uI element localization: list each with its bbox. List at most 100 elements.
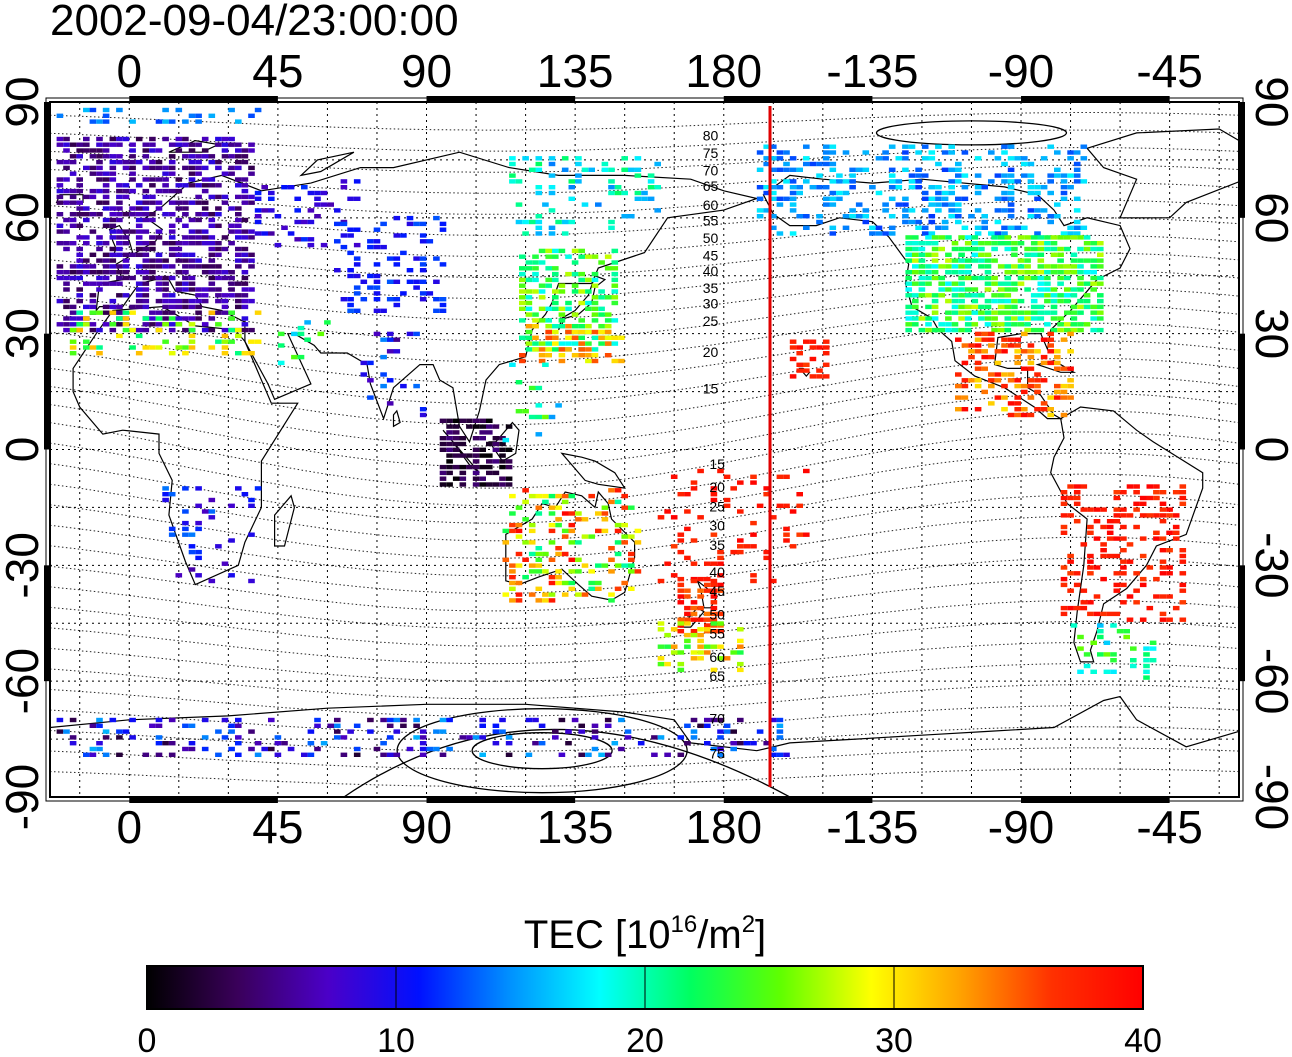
tec-point bbox=[109, 717, 117, 723]
tec-point bbox=[776, 723, 784, 728]
tec-point bbox=[535, 493, 543, 499]
tec-point bbox=[241, 229, 249, 234]
tec-point bbox=[76, 252, 83, 257]
tec-point bbox=[697, 594, 704, 599]
tec-point bbox=[1057, 235, 1064, 240]
tec-point bbox=[654, 185, 661, 190]
tec-point bbox=[598, 312, 605, 317]
tec-point bbox=[532, 266, 539, 271]
tec-point bbox=[1001, 208, 1008, 213]
tec-point bbox=[525, 752, 533, 757]
tec-point bbox=[548, 190, 556, 196]
tec-point bbox=[783, 526, 790, 532]
top-longitude-label: 45 bbox=[252, 45, 303, 97]
tec-point bbox=[1054, 389, 1061, 395]
tec-point bbox=[400, 723, 407, 728]
tec-point bbox=[1064, 287, 1071, 292]
tec-point bbox=[235, 298, 242, 304]
contour-label: 45 bbox=[709, 583, 725, 599]
tec-point bbox=[941, 219, 949, 225]
tec-point bbox=[188, 148, 196, 153]
tec-point bbox=[102, 241, 110, 246]
tec-point bbox=[1067, 378, 1074, 383]
tec-point bbox=[215, 246, 222, 252]
tec-point bbox=[822, 161, 830, 167]
tec-point bbox=[122, 183, 130, 188]
tec-point bbox=[548, 540, 556, 545]
tec-point bbox=[386, 297, 394, 302]
tec-point bbox=[611, 248, 619, 254]
tec-point bbox=[215, 264, 222, 269]
tec-point bbox=[869, 231, 876, 236]
tec-point bbox=[182, 252, 189, 257]
tec-point bbox=[499, 729, 506, 734]
tec-point bbox=[168, 717, 176, 723]
tec-point bbox=[598, 324, 605, 329]
tec-point bbox=[317, 331, 325, 337]
tec-point bbox=[386, 349, 394, 354]
tec-point bbox=[1027, 214, 1035, 219]
tec-point bbox=[1044, 287, 1051, 292]
tec-point bbox=[515, 534, 523, 539]
tec-point bbox=[221, 136, 229, 142]
tec-point bbox=[664, 752, 671, 757]
tec-point bbox=[499, 441, 506, 447]
tec-point bbox=[525, 312, 533, 317]
tec-point bbox=[618, 335, 625, 340]
tec-point bbox=[1037, 246, 1045, 252]
tec-point bbox=[515, 592, 523, 597]
tec-point bbox=[129, 119, 136, 124]
tec-point bbox=[532, 312, 539, 317]
tec-point bbox=[704, 623, 711, 628]
tec-point bbox=[591, 723, 599, 728]
tec-point bbox=[555, 219, 562, 225]
contour-line bbox=[50, 621, 1239, 665]
tec-point bbox=[142, 200, 150, 205]
tec-point bbox=[135, 212, 143, 217]
tec-point bbox=[1097, 281, 1104, 286]
tec-point bbox=[710, 532, 718, 537]
tec-point bbox=[1097, 298, 1104, 304]
tec-point bbox=[83, 136, 90, 142]
tec-point bbox=[545, 254, 552, 259]
tec-point bbox=[413, 717, 420, 723]
tec-point bbox=[102, 752, 110, 757]
tec-point bbox=[208, 217, 216, 223]
tec-point bbox=[380, 372, 387, 377]
tec-point bbox=[135, 304, 143, 310]
tec-point bbox=[545, 324, 552, 329]
tec-point bbox=[96, 275, 103, 281]
tec-point bbox=[215, 339, 222, 344]
contour-line bbox=[50, 375, 1239, 447]
tec-point bbox=[888, 185, 896, 190]
tec-point bbox=[1120, 490, 1127, 495]
tec-point bbox=[525, 277, 533, 283]
tec-point bbox=[76, 142, 83, 147]
tec-point bbox=[182, 206, 189, 211]
tec-point bbox=[502, 557, 510, 562]
tec-point bbox=[1093, 507, 1101, 512]
tec-point bbox=[175, 322, 183, 327]
tec-point bbox=[974, 331, 982, 337]
tec-point bbox=[254, 310, 262, 315]
tec-point bbox=[1113, 582, 1121, 588]
tec-point bbox=[1060, 530, 1068, 535]
tec-point bbox=[182, 136, 189, 142]
tec-point bbox=[122, 188, 130, 194]
tec-point bbox=[324, 320, 331, 325]
tec-point bbox=[334, 717, 341, 723]
tec-point bbox=[182, 241, 189, 246]
tec-point bbox=[1077, 246, 1084, 252]
tec-point bbox=[697, 605, 704, 611]
tec-point bbox=[347, 196, 354, 201]
tec-point bbox=[76, 310, 83, 315]
tec-point bbox=[908, 179, 916, 184]
tec-point bbox=[888, 196, 896, 201]
tec-point bbox=[201, 235, 209, 240]
tec-point bbox=[915, 179, 922, 184]
tec-point bbox=[1044, 293, 1051, 298]
tec-point bbox=[558, 717, 566, 723]
tec-point bbox=[353, 752, 361, 757]
tec-point bbox=[122, 310, 130, 315]
tec-point bbox=[704, 582, 711, 588]
